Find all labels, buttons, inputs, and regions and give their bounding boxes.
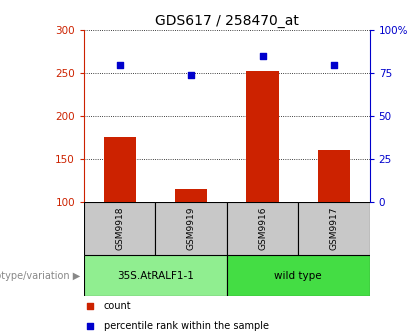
Bar [298,202,370,255]
Bar [104,137,136,202]
Bar [175,189,207,202]
Text: GSM9917: GSM9917 [329,207,339,250]
Title: GDS617 / 258470_at: GDS617 / 258470_at [155,14,299,28]
Text: percentile rank within the sample: percentile rank within the sample [104,321,269,331]
Bar [227,202,298,255]
Text: GSM9919: GSM9919 [186,207,196,250]
Bar [318,150,350,202]
Text: count: count [104,301,131,311]
Text: GSM9918: GSM9918 [115,207,124,250]
Bar [84,202,155,255]
Text: genotype/variation ▶: genotype/variation ▶ [0,270,80,281]
Point [87,323,93,329]
Point [116,62,123,67]
Bar [247,71,278,202]
Point [87,303,93,308]
Point [188,72,194,78]
Bar [155,202,227,255]
Text: 35S.AtRALF1-1: 35S.AtRALF1-1 [117,270,194,281]
Point [259,53,266,59]
Point [331,62,337,67]
Bar [84,255,227,296]
Text: GSM9916: GSM9916 [258,207,267,250]
Text: wild type: wild type [274,270,322,281]
Bar [227,255,370,296]
